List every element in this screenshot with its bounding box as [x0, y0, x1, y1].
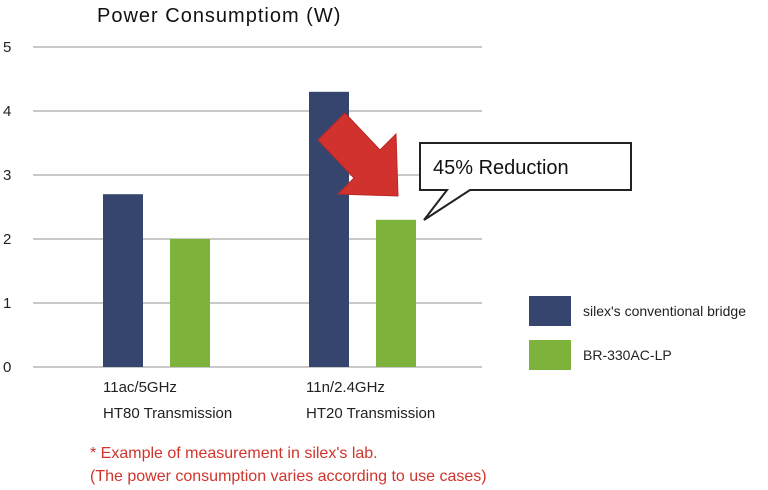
footnote-line-1: * Example of measurement in silex's lab.	[90, 445, 378, 462]
y-tick-label: 0	[3, 359, 11, 376]
y-tick-label: 4	[3, 103, 11, 120]
y-tick-label: 3	[3, 167, 11, 184]
footnote-line-2: (The power consumption varies according …	[90, 468, 487, 485]
legend: silex's conventional bridge BR-330AC-LP	[529, 296, 746, 370]
legend-swatch	[529, 296, 571, 326]
category-labels: 11ac/5GHz HT80 Transmission 11n/2.4GHz HT20…	[103, 379, 435, 422]
footnote: * Example of measurement in silex's lab.…	[90, 445, 487, 485]
y-tick-label: 2	[3, 231, 11, 248]
category-label: 11n/2.4GHz	[306, 379, 385, 396]
bar	[170, 239, 210, 367]
callout-box	[419, 142, 632, 221]
category-label: HT20 Transmission	[306, 405, 435, 422]
reduction-callout: 45% Reduction	[419, 142, 632, 221]
callout-text: 45% Reduction	[433, 157, 569, 179]
category-label: 11ac/5GHz	[103, 379, 177, 396]
reduction-arrow-icon	[317, 112, 399, 197]
legend-swatch	[529, 340, 571, 370]
y-tick-label: 5	[3, 39, 11, 56]
y-tick-label: 1	[3, 295, 11, 312]
legend-label: BR-330AC-LP	[583, 347, 672, 363]
bars	[103, 91, 416, 368]
legend-label: silex's conventional bridge	[583, 303, 746, 319]
category-label: HT80 Transmission	[103, 405, 232, 422]
y-axis-ticks: 0 1 2 3 4 5	[3, 39, 11, 376]
chart-title: Power Consumptiom (W)	[97, 5, 341, 27]
bar	[376, 219, 416, 367]
bar	[103, 194, 143, 367]
